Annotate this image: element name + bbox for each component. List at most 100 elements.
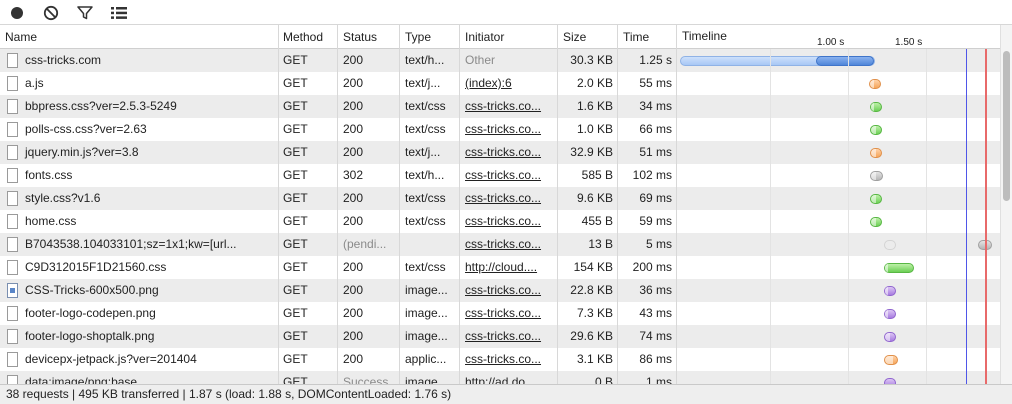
column-header-status[interactable]: Status [343, 30, 378, 44]
list-view-icon[interactable] [110, 4, 128, 21]
request-name[interactable]: style.css?v1.6 [25, 191, 101, 205]
request-initiator[interactable]: css-tricks.co... [465, 306, 542, 320]
clear-icon[interactable] [42, 4, 60, 21]
timeline-bar[interactable] [884, 263, 914, 273]
request-type: text/css [405, 99, 446, 113]
request-initiator[interactable]: css-tricks.co... [465, 329, 542, 343]
vertical-scrollbar[interactable] [1000, 25, 1012, 384]
timeline-gridline [770, 49, 771, 384]
table-row[interactable]: footer-logo-codepen.png GET 200 image... css… [0, 302, 1000, 325]
request-time: 102 ms [632, 168, 672, 182]
request-initiator[interactable]: css-tricks.co... [465, 237, 542, 251]
request-name[interactable]: CSS-Tricks-600x500.png [25, 283, 159, 297]
table-row[interactable]: fonts.css GET 302 text/h... css-tricks.co...… [0, 164, 1000, 187]
timeline-bar[interactable] [884, 240, 897, 250]
timeline-tick-label: 1.50 s [895, 37, 923, 48]
table-row[interactable]: devicepx-jetpack.js?ver=201404 GET 200 appl… [0, 348, 1000, 371]
timeline-bar[interactable] [884, 332, 897, 342]
request-initiator[interactable]: http://cloud.... [465, 260, 538, 274]
image-file-icon [7, 283, 18, 298]
timeline-bar-latency [869, 80, 875, 88]
timeline-bar[interactable] [870, 125, 883, 135]
table-row[interactable]: B7043538.104033101;sz=1x1;kw=[url... GET (… [0, 233, 1000, 256]
request-initiator[interactable]: css-tricks.co... [465, 168, 542, 182]
timeline-bar[interactable] [870, 148, 883, 158]
request-name[interactable]: footer-logo-shoptalk.png [25, 329, 155, 343]
request-time: 55 ms [639, 76, 672, 90]
timeline-bar[interactable] [870, 102, 883, 112]
timeline-bar[interactable] [884, 309, 897, 319]
column-divider [557, 25, 558, 384]
request-initiator[interactable]: css-tricks.co... [465, 352, 542, 366]
record-icon[interactable] [8, 4, 26, 21]
timeline-gridline [926, 49, 927, 384]
requests-table-header: Name Method Status Type Initiator Size T… [0, 25, 1000, 49]
table-row[interactable]: CSS-Tricks-600x500.png GET 200 image... css-… [0, 279, 1000, 302]
request-initiator[interactable]: (index):6 [465, 76, 512, 90]
column-divider [337, 25, 338, 384]
domcontentloaded-marker [966, 49, 967, 384]
table-row[interactable]: polls-css.css?ver=2.63 GET 200 text/css css-… [0, 118, 1000, 141]
timeline-bar-latency [885, 287, 889, 295]
timeline-bar[interactable] [870, 171, 883, 181]
column-header-timeline[interactable]: Timeline [682, 29, 727, 43]
scrollbar-thumb[interactable] [1003, 51, 1010, 201]
timeline-bar[interactable] [884, 286, 897, 296]
table-row[interactable]: css-tricks.com GET 200 text/h... Other 30.3 K… [0, 49, 1000, 72]
request-name[interactable]: fonts.css [25, 168, 73, 182]
request-name[interactable]: footer-logo-codepen.png [25, 306, 156, 320]
document-file-icon [7, 99, 18, 114]
request-name[interactable]: data:image/png;base... [25, 375, 148, 384]
request-name[interactable]: polls-css.css?ver=2.63 [25, 122, 147, 136]
column-divider [617, 25, 618, 384]
column-header-name[interactable]: Name [5, 30, 38, 44]
column-header-size[interactable]: Size [563, 30, 587, 44]
request-type: text/css [405, 122, 446, 136]
column-header-method[interactable]: Method [283, 30, 324, 44]
request-name[interactable]: bbpress.css?ver=2.5.3-5249 [25, 99, 177, 113]
request-initiator[interactable]: css-tricks.co... [465, 191, 542, 205]
request-status: 200 [343, 145, 364, 159]
timeline-bar[interactable] [884, 355, 899, 365]
request-time: 69 ms [639, 191, 672, 205]
timeline-bar[interactable] [870, 217, 883, 227]
request-name[interactable]: C9D312015F1D21560.css [25, 260, 167, 274]
timeline-bar[interactable] [680, 56, 875, 66]
request-name[interactable]: home.css [25, 214, 77, 228]
request-initiator[interactable]: css-tricks.co... [465, 283, 542, 297]
table-row[interactable]: C9D312015F1D21560.css GET 200 text/css http:… [0, 256, 1000, 279]
request-name[interactable]: devicepx-jetpack.js?ver=201404 [25, 352, 197, 366]
column-header-initiator[interactable]: Initiator [465, 30, 505, 44]
request-type: image... [405, 375, 448, 384]
request-name[interactable]: a.js [25, 76, 44, 90]
request-initiator[interactable]: css-tricks.co... [465, 145, 542, 159]
timeline-bar[interactable] [868, 79, 882, 89]
table-row[interactable]: data:image/png;base... GET Success image...… [0, 371, 1000, 384]
request-initiator[interactable]: css-tricks.co... [465, 99, 542, 113]
request-type: image... [405, 283, 448, 297]
request-name[interactable]: jquery.min.js?ver=3.8 [25, 145, 139, 159]
table-row[interactable]: home.css GET 200 text/css css-tricks.co... 45… [0, 210, 1000, 233]
request-name[interactable]: B7043538.104033101;sz=1x1;kw=[url... [25, 237, 237, 251]
filter-icon[interactable] [76, 4, 94, 21]
document-file-icon [7, 76, 18, 91]
timeline-bar[interactable] [884, 378, 897, 384]
request-method: GET [283, 191, 308, 205]
request-initiator[interactable]: css-tricks.co... [465, 214, 542, 228]
table-row[interactable]: style.css?v1.6 GET 200 text/css css-tricks.c… [0, 187, 1000, 210]
table-row[interactable]: footer-logo-shoptalk.png GET 200 image... cs… [0, 325, 1000, 348]
column-header-time[interactable]: Time [623, 30, 650, 44]
request-type: text/css [405, 260, 446, 274]
request-method: GET [283, 122, 308, 136]
request-name[interactable]: css-tricks.com [25, 53, 101, 67]
table-row[interactable]: bbpress.css?ver=2.5.3-5249 GET 200 text/css… [0, 95, 1000, 118]
request-size: 3.1 KB [576, 352, 613, 366]
column-header-type[interactable]: Type [405, 30, 432, 44]
table-row[interactable]: jquery.min.js?ver=3.8 GET 200 text/j... css-… [0, 141, 1000, 164]
table-row[interactable]: a.js GET 200 text/j... (index):6 2.0 KB 55 ms [0, 72, 1000, 95]
request-initiator[interactable]: css-tricks.co... [465, 122, 542, 136]
request-initiator[interactable]: http://ad.do... [465, 375, 536, 384]
timeline-bar[interactable] [870, 194, 883, 204]
request-size: 9.6 KB [576, 191, 613, 205]
request-method: GET [283, 99, 308, 113]
